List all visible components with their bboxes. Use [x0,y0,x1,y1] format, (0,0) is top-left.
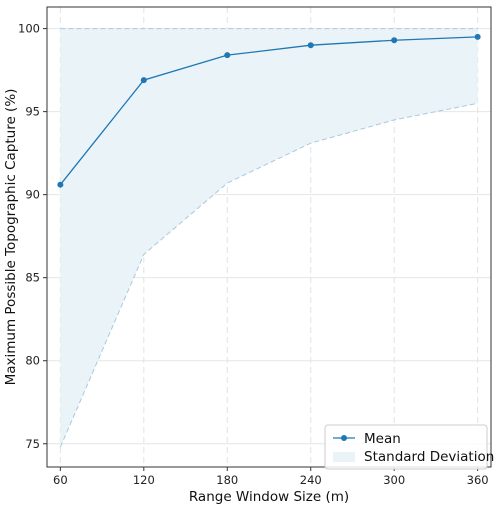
x-tick-label: 300 [383,473,405,487]
legend: Mean Standard Deviation [324,424,494,470]
y-tick-label: 80 [25,354,40,368]
y-tick-label: 100 [18,22,40,36]
std-band-lower-edge [59,102,478,448]
x-tick-label: 240 [300,473,322,487]
mean-point [474,33,481,40]
x-tick-label: 60 [53,473,68,487]
mean-line [59,36,478,186]
y-tick-label: 85 [25,271,40,285]
x-tick-label: 120 [133,473,155,487]
ticks: 60 120 180 240 300 360 75 80 85 90 95 100 [18,22,489,487]
std-band-area [60,28,478,448]
mean-point [391,37,398,44]
legend-box [324,424,488,470]
legend-mean-marker-icon [341,435,347,441]
legend-std-label: Standard Deviation [364,449,494,465]
y-tick-label: 75 [25,437,40,451]
y-tick-label: 95 [25,105,40,119]
x-tick-label: 180 [216,473,238,487]
y-tick-label: 90 [25,188,40,202]
mean-point [224,52,231,59]
mean-point [140,77,147,84]
std-band [59,28,478,448]
legend-mean-label: Mean [364,431,401,447]
mean-series [57,33,481,188]
x-tick-label: 360 [467,473,489,487]
mean-point [57,181,64,188]
legend-std-swatch-icon [333,452,355,462]
x-axis-title: Range Window Size (m) [189,489,349,505]
plot-frame [46,6,492,468]
mean-point [307,42,314,49]
y-axis-title: Maximum Possible Topographic Capture (%) [3,89,19,386]
